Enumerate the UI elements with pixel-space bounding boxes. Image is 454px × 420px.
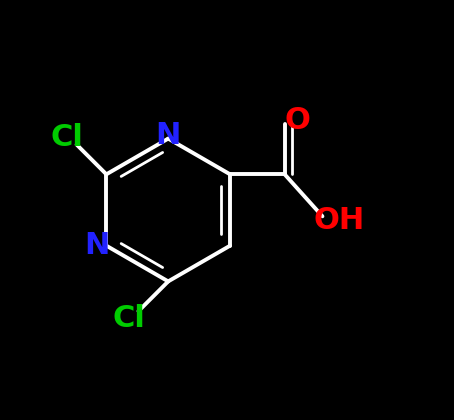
Text: N: N [156,121,181,150]
Text: O: O [284,106,310,135]
Text: Cl: Cl [113,304,146,333]
Text: OH: OH [314,206,365,235]
Text: N: N [84,231,110,260]
Text: Cl: Cl [51,123,84,152]
